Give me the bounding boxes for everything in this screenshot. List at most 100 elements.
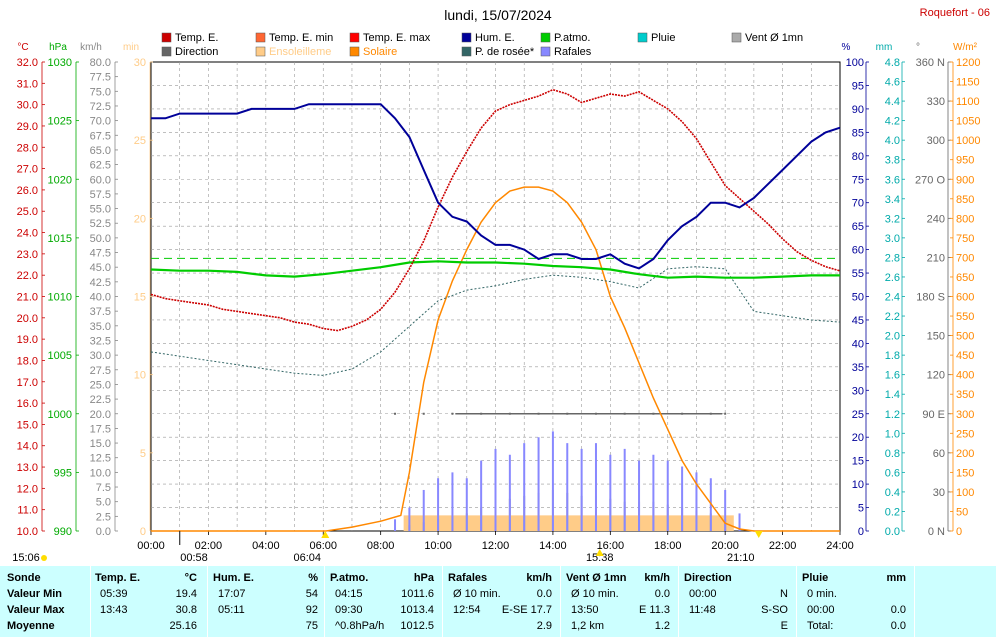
mm-tick: 4.8 <box>885 57 900 69</box>
hpa-tick: 1005 <box>48 350 72 362</box>
pct-tick: 25 <box>852 409 864 421</box>
dir-tick: 300 <box>927 135 945 147</box>
pct-tick: 95 <box>852 80 864 92</box>
stats-separator <box>796 566 797 637</box>
kmh-tick: 57.5 <box>90 189 111 201</box>
kmh-tick: 80.0 <box>90 57 111 69</box>
kmh-tick: 47.5 <box>90 248 111 260</box>
kmh-tick: 60.0 <box>90 174 111 186</box>
chart-title: lundi, 15/07/2024 <box>444 7 552 23</box>
time-tick: 08:00 <box>367 540 395 552</box>
wm2-tick: 900 <box>956 174 974 186</box>
wm2-tick: 150 <box>956 467 974 479</box>
mm-tick: 2.4 <box>885 292 900 304</box>
series <box>150 88 841 532</box>
legend-swatch <box>349 32 360 43</box>
legend-label: Rafales <box>554 46 592 58</box>
pct-tick: 50 <box>852 292 864 304</box>
stats-cell: 13:43 <box>100 604 128 616</box>
pct-tick: 80 <box>852 151 864 163</box>
stats-cell: 0.0 <box>654 588 670 600</box>
temp-tick: 30.0 <box>17 100 38 112</box>
legend-label: Ensoleilleme <box>269 46 331 58</box>
kmh-tick: 70.0 <box>90 116 111 128</box>
min-tick: 10 <box>134 370 146 382</box>
stats-cell: P.atmo. <box>330 572 369 584</box>
mm-tick: 4.0 <box>885 135 900 147</box>
stats-cell: 75 <box>305 620 318 632</box>
wm2-tick: 50 <box>956 506 968 518</box>
stats-cell: 1012.5 <box>400 620 434 632</box>
kmh-tick: 77.5 <box>90 72 111 84</box>
stats-separator <box>678 566 679 637</box>
wm2-tick: 500 <box>956 331 974 343</box>
sun-icon <box>41 555 47 561</box>
stats-cell: 04:15 <box>335 588 363 600</box>
kmh-tick: 67.5 <box>90 130 111 142</box>
min-tick: 30 <box>134 57 146 69</box>
stats-separator <box>442 566 443 637</box>
stats-cell: 54 <box>305 588 318 600</box>
mm-tick: 3.4 <box>885 194 900 206</box>
temp-tick: 22.0 <box>17 270 38 282</box>
stats-cell: km/h <box>644 572 670 584</box>
stats-cell: km/h <box>526 572 552 584</box>
mm-tick: 4.4 <box>885 96 900 108</box>
wm2-tick: 750 <box>956 233 974 245</box>
legend-swatch <box>461 46 472 57</box>
stats-table: Sonde Temp. E. °C Hum. E.% P.atmo. hPa Rafales… <box>0 566 996 637</box>
stats-cell: 12:54 <box>453 604 481 616</box>
left-time-label: 15:06 <box>12 552 40 564</box>
kmh-tick: 10.0 <box>90 467 111 479</box>
wm2-tick: 200 <box>956 448 974 460</box>
min-tick: 0 <box>140 526 146 538</box>
kmh-tick: 30.0 <box>90 350 111 362</box>
pct-tick: 55 <box>852 268 864 280</box>
temp-tick: 13.0 <box>17 462 38 474</box>
stats-cell: Valeur Max <box>7 604 65 616</box>
pct-tick: 60 <box>852 245 864 257</box>
time-tick: 00:00 <box>137 540 165 552</box>
stats-cell: E <box>780 620 788 632</box>
mm-tick: 1.2 <box>885 409 900 421</box>
legend-label: Hum. E. <box>475 32 515 44</box>
sun-markers: 15:06 00:58 06:04 15:38 21:10 <box>12 531 763 564</box>
time-tick: 20:00 <box>711 540 739 552</box>
stats-cell: 0.0 <box>890 620 906 632</box>
pct-tick: 90 <box>852 104 864 116</box>
wm2-tick: 700 <box>956 252 974 264</box>
pct-tick: 70 <box>852 198 864 210</box>
sunrise-icon <box>321 531 330 538</box>
stats-cell: 17:07 <box>218 588 246 600</box>
dir-tick: 210 <box>927 252 945 264</box>
hpa-tick: 1030 <box>48 57 72 69</box>
legend-label: Solaire <box>363 46 397 58</box>
unit-wm2: W/m² <box>953 42 978 53</box>
stats-cell: 00:00 <box>689 588 717 600</box>
station-name: Roquefort - 06 <box>920 7 990 19</box>
wm2-tick: 800 <box>956 213 974 225</box>
stats-cell: mm <box>886 572 906 584</box>
mm-tick: 0.0 <box>885 526 900 538</box>
mm-tick: 4.2 <box>885 116 900 128</box>
dir-tick: 0 N <box>928 526 945 538</box>
stats-cell: S-SO <box>761 604 788 616</box>
mm-tick: 3.2 <box>885 213 900 225</box>
kmh-tick: 32.5 <box>90 335 111 347</box>
kmh-tick: 75.0 <box>90 86 111 98</box>
stats-cell: ^0.8hPa/h <box>335 620 385 632</box>
stats-cell: 05:11 <box>218 604 245 616</box>
wm2-tick: 1200 <box>956 57 980 69</box>
legend-label: Temp. E. <box>175 32 218 44</box>
time-tick: 16:00 <box>597 540 625 552</box>
temp-tick: 25.0 <box>17 206 38 218</box>
unit-kmh: km/h <box>80 42 102 53</box>
temp-tick: 26.0 <box>17 185 38 197</box>
stats-cell: E-SE 17.7 <box>501 604 552 616</box>
hpa-tick: 1010 <box>48 292 72 304</box>
time-tick: 18:00 <box>654 540 682 552</box>
stats-cell: Sonde <box>7 572 41 584</box>
time-tick: 22:00 <box>769 540 797 552</box>
temp-tick: 14.0 <box>17 441 38 453</box>
temp-tick: 27.0 <box>17 164 38 176</box>
